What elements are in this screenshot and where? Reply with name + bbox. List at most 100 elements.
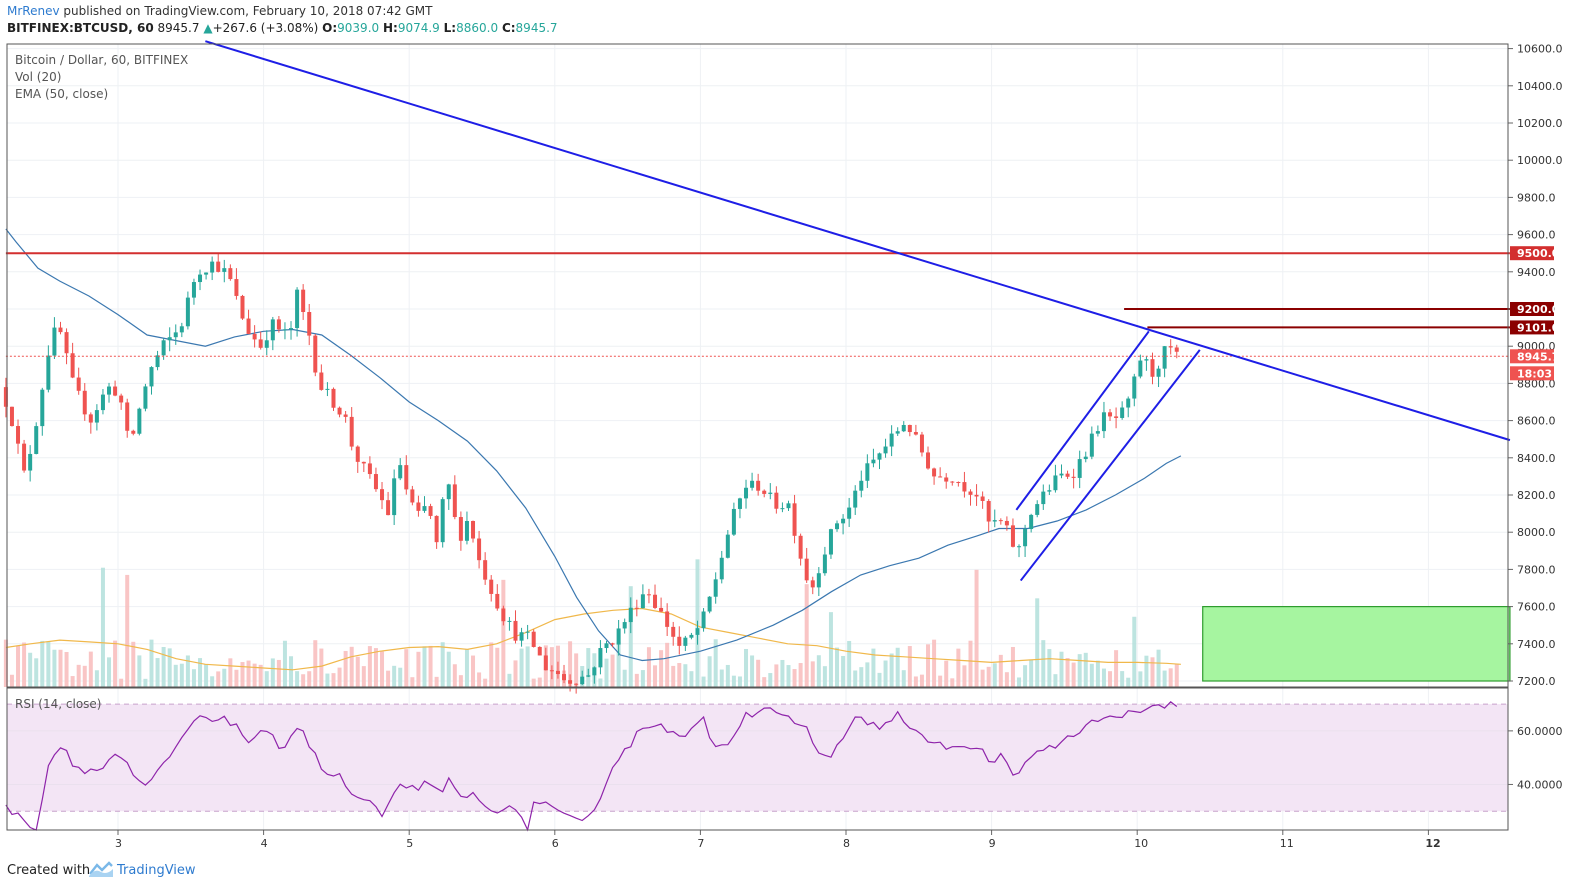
candle-body (216, 261, 221, 272)
volume-bar (986, 666, 991, 687)
candle-body (100, 394, 105, 411)
volume-bar (246, 660, 251, 687)
candle-body (828, 529, 833, 555)
volume-bar (762, 677, 767, 687)
volume-bar (634, 673, 639, 687)
candle-body (725, 534, 730, 558)
volume-bar (416, 651, 421, 687)
volume-bar (901, 670, 906, 687)
volume-bar (471, 655, 476, 687)
candle-body (980, 496, 985, 501)
ohlc-line: BITFINEX:BTCUSD, 60 8945.7 ▲+267.6 (+3.0… (7, 21, 558, 35)
volume-bar (446, 651, 451, 687)
ema-legend[interactable]: EMA (50, close) (15, 87, 109, 101)
candle-body (901, 424, 906, 432)
author-link[interactable]: MrRenev (7, 4, 60, 18)
volume-bar (907, 646, 912, 687)
candle-body (173, 332, 178, 338)
chart-title[interactable]: Bitcoin / Dollar, 60, BITFINEX (15, 53, 189, 67)
candle-body (750, 480, 755, 488)
candle-body (822, 554, 827, 574)
volume-legend[interactable]: Vol (20) (15, 70, 62, 84)
candle-body (119, 395, 124, 403)
x-tick-label: 6 (552, 837, 559, 850)
y-tick-label: 9600.0 (1517, 229, 1556, 242)
tradingview-brand-link[interactable]: TradingView (117, 863, 196, 878)
volume-bar (938, 675, 943, 687)
candle-body (252, 333, 257, 340)
header-bar: MrRenev published on TradingView.com, Fe… (0, 0, 1572, 40)
volume-bar (1041, 640, 1046, 687)
candle-body (525, 631, 530, 633)
candle-body (149, 367, 154, 387)
volume-bar (774, 664, 779, 687)
candle-body (944, 477, 949, 482)
volume-bar (737, 676, 742, 687)
volume-bar (859, 667, 864, 687)
y-tick-label: 7200.0 (1517, 675, 1556, 688)
candle-body (835, 523, 840, 530)
volume-bar (100, 567, 105, 687)
x-tick-label: 4 (261, 837, 268, 850)
volume-bar (586, 648, 591, 687)
candle-body (155, 355, 160, 368)
y-tick-label: 8400.0 (1517, 452, 1556, 465)
volume-bar (786, 665, 791, 687)
x-tick-label: 5 (406, 837, 413, 850)
candle-body (125, 402, 130, 431)
main-pane-border (6, 43, 1509, 688)
candle-body (634, 607, 639, 609)
candle-body (968, 491, 973, 495)
volume-bar (1156, 649, 1161, 687)
low-label: L: (443, 21, 457, 35)
candle-body (1174, 347, 1179, 352)
candle-body (483, 560, 488, 580)
candle-body (46, 355, 51, 390)
rsi-legend[interactable]: RSI (14, close) (15, 697, 102, 711)
candle-body (756, 480, 761, 491)
volume-bar (537, 677, 542, 687)
candle-body (913, 432, 918, 435)
candle-body (604, 643, 609, 649)
candle-body (471, 520, 476, 539)
volume-bar (252, 663, 257, 687)
candle-body (816, 573, 821, 588)
candle-body (458, 517, 463, 541)
tradingview-logo-icon[interactable] (88, 860, 114, 878)
close-label: C: (501, 21, 516, 35)
candle-body (204, 272, 209, 275)
candle-body (228, 268, 233, 280)
volume-bar (185, 655, 190, 687)
candle-body (683, 637, 688, 646)
volume-bar (816, 655, 821, 687)
volume-bar (719, 669, 724, 687)
x-tick-label: 11 (1280, 837, 1294, 850)
volume-bar (659, 650, 664, 687)
candle-body (1047, 490, 1052, 492)
candle-body (586, 675, 591, 677)
candle-body (537, 646, 542, 656)
candle-body (677, 636, 682, 646)
trend-lines (205, 40, 1511, 582)
x-tick-label: 9 (989, 837, 996, 850)
candle-body (622, 622, 627, 629)
last-price-label: 8945.7 (1517, 350, 1559, 363)
volume-bar (513, 660, 518, 687)
trend-line (1019, 349, 1201, 582)
volume-bar (980, 669, 985, 687)
candle-body (355, 446, 360, 462)
candle-body (495, 593, 500, 609)
volume-bar (380, 651, 385, 687)
candle-body (373, 474, 378, 490)
candle-body (264, 340, 269, 348)
level-9200-label: 9200.0 (1517, 303, 1560, 316)
volume-bar (46, 641, 51, 687)
candle-body (798, 535, 803, 559)
volume-bar (64, 651, 69, 687)
candle-body (950, 481, 955, 483)
candle-body (1035, 504, 1040, 515)
volume-bar (349, 646, 354, 687)
volume-bar (452, 664, 457, 687)
x-tick-label: 7 (697, 837, 704, 850)
